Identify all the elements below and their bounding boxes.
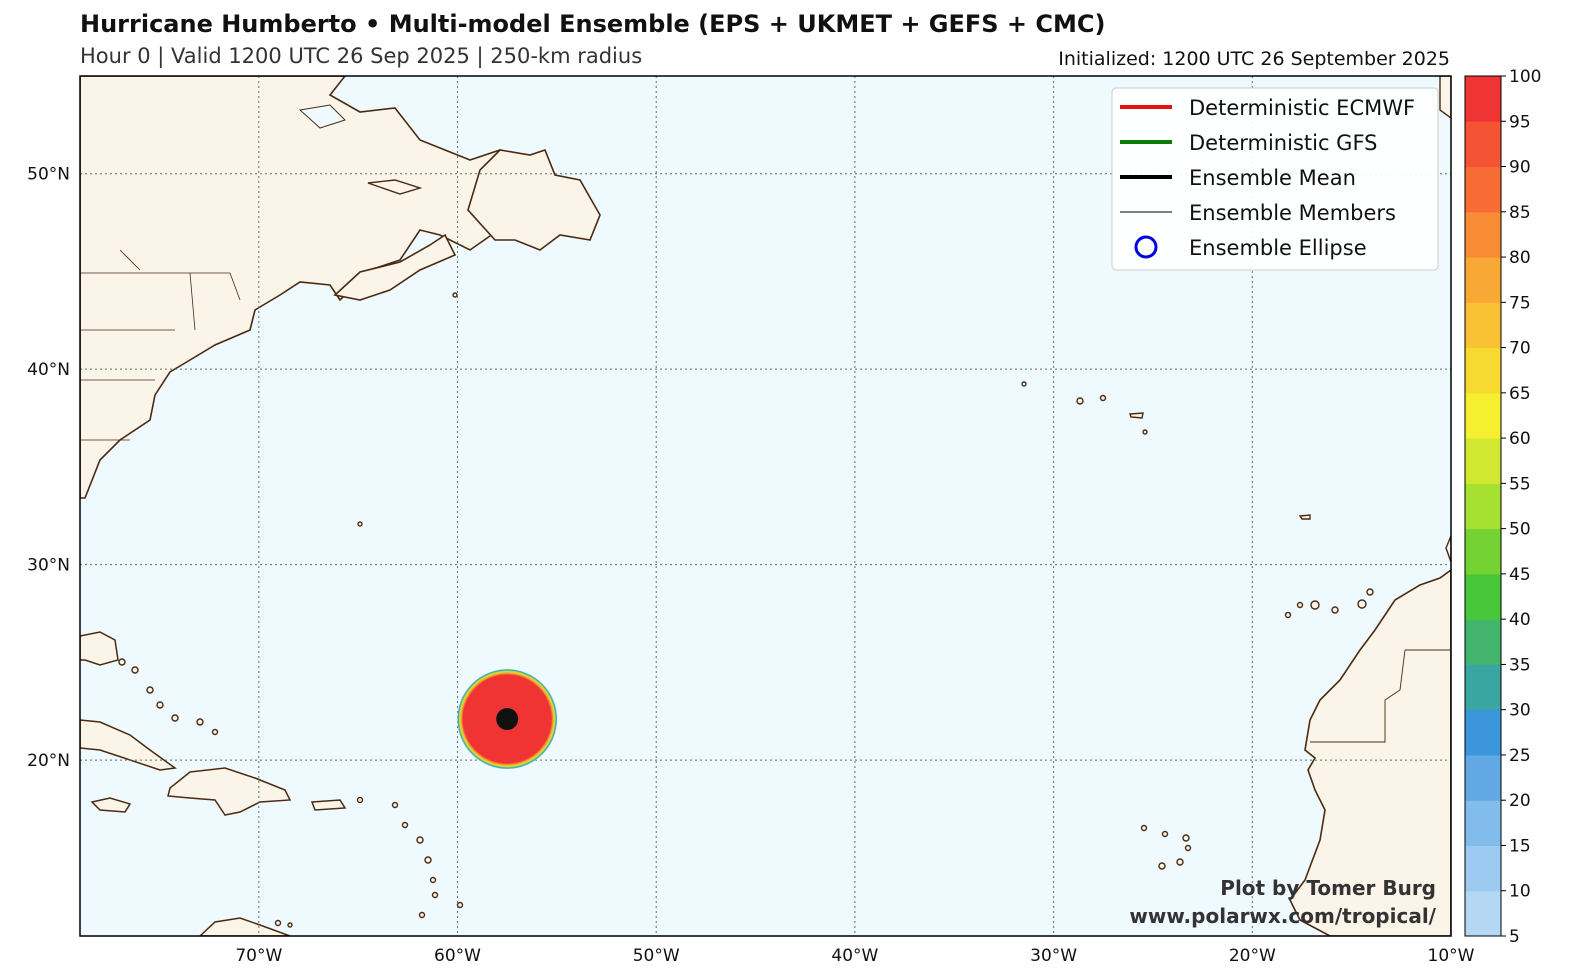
cuba-island bbox=[80, 719, 177, 771]
lat-tick-label: 40°N bbox=[27, 360, 70, 380]
latitude-ticks: 50°N 40°N 30°N 20°N bbox=[27, 165, 70, 771]
iberia-land bbox=[1439, 76, 1451, 119]
lake-shape bbox=[298, 104, 346, 129]
legend-label-gfs: Deterministic GFS bbox=[1189, 131, 1378, 155]
lon-tick-label: 70°W bbox=[235, 946, 282, 966]
colorbar-segment bbox=[1465, 166, 1501, 213]
puerto-rico-island bbox=[310, 799, 347, 811]
florida-land bbox=[80, 631, 119, 666]
colorbar: 5 10 15 20 25 30 35 40 45 50 55 60 65 70 75 80 85 90 95 100 bbox=[1464, 67, 1541, 947]
colorbar-frame bbox=[1464, 75, 1502, 937]
colorbar-segment bbox=[1465, 528, 1501, 575]
colorbar-label: 90 bbox=[1509, 158, 1531, 178]
colorbar-segment bbox=[1465, 257, 1501, 303]
colorbar-segment bbox=[1465, 890, 1501, 937]
colorbar-segment bbox=[1465, 302, 1501, 349]
legend: Deterministic ECMWF Deterministic GFS En… bbox=[1111, 87, 1439, 271]
north-america-land bbox=[80, 76, 521, 499]
colorbar-label: 95 bbox=[1509, 112, 1531, 132]
colorbar-label: 20 bbox=[1509, 791, 1531, 811]
lon-tick-label: 40°W bbox=[831, 946, 878, 966]
colorbar-segment bbox=[1465, 664, 1501, 711]
lon-tick-label: 20°W bbox=[1229, 946, 1276, 966]
land-layer bbox=[80, 76, 1451, 936]
strike-probability-disc bbox=[457, 669, 558, 770]
colorbar-segment bbox=[1465, 483, 1501, 530]
colorbar-label: 15 bbox=[1509, 836, 1531, 856]
country-borders bbox=[1310, 649, 1451, 743]
jamaica-island bbox=[90, 797, 132, 813]
colorbar-segment bbox=[1465, 438, 1501, 484]
colorbar-segment bbox=[1465, 573, 1501, 620]
colorbar-label: 65 bbox=[1509, 384, 1531, 404]
colorbar-label: 45 bbox=[1509, 565, 1531, 585]
credit-author: Plot by Tomer Burg bbox=[1220, 876, 1436, 900]
legend-label-mean: Ensemble Mean bbox=[1189, 166, 1356, 190]
anticosti-island bbox=[367, 179, 423, 195]
colorbar-label: 60 bbox=[1509, 429, 1531, 449]
colorbar-label: 50 bbox=[1509, 520, 1531, 540]
legend-label-ecmwf: Deterministic ECMWF bbox=[1189, 96, 1415, 120]
map-frame bbox=[79, 75, 1452, 937]
colorbar-label: 30 bbox=[1509, 701, 1531, 721]
colorbar-label: 55 bbox=[1509, 474, 1531, 494]
lon-tick-label: 60°W bbox=[434, 946, 481, 966]
nova-scotia-land bbox=[333, 233, 457, 301]
colorbar-label: 25 bbox=[1509, 746, 1531, 766]
hispaniola-island bbox=[167, 767, 292, 816]
state-borders bbox=[80, 249, 241, 441]
colorbar-label: 85 bbox=[1509, 203, 1531, 223]
longitude-ticks: 70°W 60°W 50°W 40°W 30°W 20°W 10°W bbox=[235, 946, 1474, 966]
chart-title: Hurricane Humberto • Multi-model Ensembl… bbox=[80, 10, 1106, 38]
lon-tick-label: 50°W bbox=[633, 946, 680, 966]
south-america-land bbox=[198, 917, 291, 936]
colorbar-segment bbox=[1465, 754, 1501, 801]
initialized-time: Initialized: 1200 UTC 26 September 2025 bbox=[1058, 48, 1450, 70]
lon-tick-label: 30°W bbox=[1030, 946, 1077, 966]
colorbar-segment bbox=[1465, 709, 1501, 756]
africa-land bbox=[1289, 569, 1451, 936]
newfoundland-land bbox=[467, 149, 601, 251]
colorbar-segment bbox=[1465, 211, 1501, 258]
legend-label-members: Ensemble Members bbox=[1189, 201, 1396, 225]
colorbar-segment bbox=[1465, 845, 1501, 892]
colorbar-label: 100 bbox=[1509, 67, 1541, 87]
small-islands bbox=[118, 292, 1374, 928]
ensemble-member-tracks bbox=[496, 708, 519, 731]
lon-tick-label: 10°W bbox=[1428, 946, 1475, 966]
colorbar-label: 35 bbox=[1509, 655, 1531, 675]
colorbar-label: 40 bbox=[1509, 610, 1531, 630]
chart-subtitle: Hour 0 | Valid 1200 UTC 26 Sep 2025 | 25… bbox=[80, 44, 643, 68]
colorbar-label: 10 bbox=[1509, 882, 1531, 902]
colorbar-segment bbox=[1465, 347, 1501, 394]
legend-swatch-ellipse bbox=[1134, 235, 1158, 259]
colorbar-label: 5 bbox=[1509, 927, 1520, 947]
lat-tick-label: 20°N bbox=[27, 751, 70, 771]
colorbar-segment bbox=[1465, 121, 1501, 168]
colorbar-segment bbox=[1465, 800, 1501, 846]
lat-tick-label: 30°N bbox=[27, 556, 70, 576]
colorbar-label: 75 bbox=[1509, 293, 1531, 313]
colorbar-label: 70 bbox=[1509, 339, 1531, 359]
colorbar-segment bbox=[1465, 619, 1501, 665]
iberia-south-land bbox=[1445, 535, 1451, 563]
colorbar-segment bbox=[1465, 76, 1501, 122]
credit-url: www.polarwx.com/tropical/ bbox=[1129, 904, 1436, 928]
legend-label-ellipse: Ensemble Ellipse bbox=[1189, 236, 1367, 260]
colorbar-label: 80 bbox=[1509, 248, 1531, 268]
colorbar-segment bbox=[1465, 392, 1501, 439]
lat-tick-label: 50°N bbox=[27, 165, 70, 185]
